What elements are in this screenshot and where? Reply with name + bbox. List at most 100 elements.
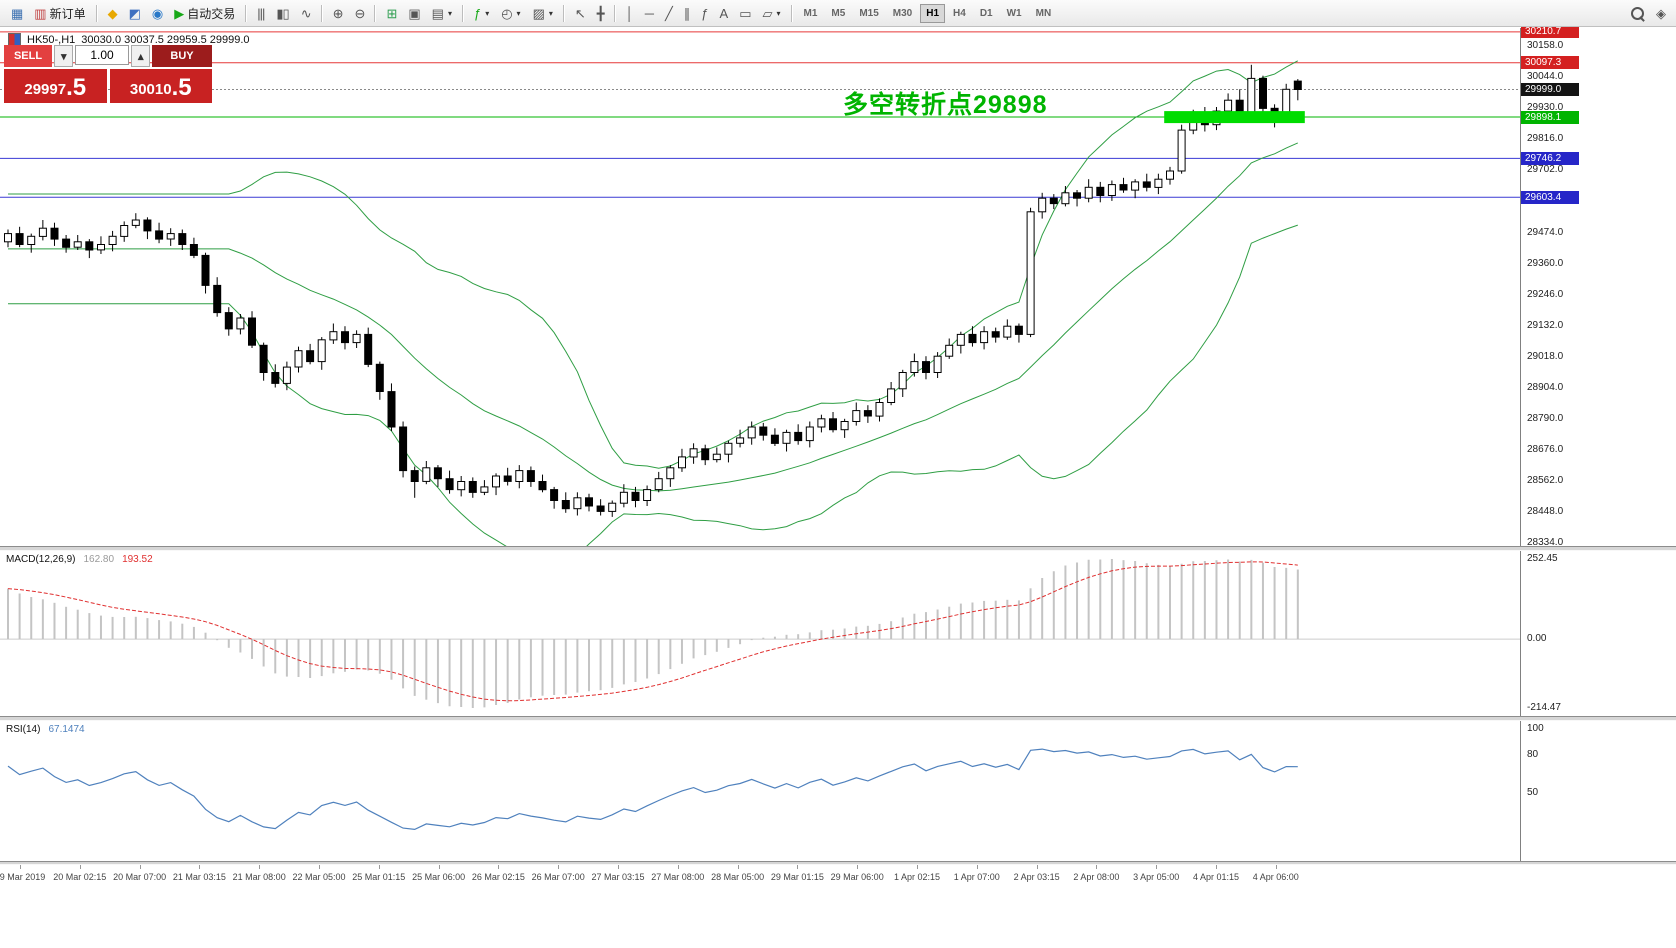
one-click-trading-panel: SELL ▾ ▴ BUY 29997.5 30010.5 [4,45,212,103]
price-scale[interactable]: 28334.0 28448.0 28562.0 28676.0 28790.0 28904… [1520,25,1676,865]
community-button[interactable]: ◉ [147,3,167,24]
resistance-line-30210-badge: 30210.7 [1521,25,1579,39]
data-window-button[interactable]: ◈ [1651,3,1670,24]
rsi-scale-label: 80 [1527,748,1539,760]
new-order-button[interactable]: ▥ 新订单 [29,3,90,24]
buy-button[interactable]: BUY [152,45,212,67]
vertical-line-button[interactable]: │ [621,3,638,24]
auto-trading-button[interactable]: ▶ 自动交易 [169,3,240,24]
terminal-icon: ▦ [11,5,23,21]
vertical-line-icon: │ [625,5,634,21]
sell-button[interactable]: SELL [4,45,52,67]
volume-stepper-up[interactable]: ▴ [131,45,150,67]
metaeditor-button[interactable]: ◆ [103,3,122,24]
buy-price-display[interactable]: 30010.5 [109,69,212,103]
support-zone-rect[interactable] [1164,111,1305,124]
zoom-out-button[interactable]: ⊖ [350,3,370,24]
timeframe-m30-button[interactable]: M30 [887,4,918,23]
text-button[interactable]: A [715,3,733,24]
auto-trading-label: 自动交易 [187,6,236,21]
price-scale-label: 29246.0 [1527,288,1564,300]
equidistant-channel-button[interactable]: ∥ [679,3,695,24]
price-scale-label: 28790.0 [1527,412,1564,424]
time-axis-tick [1096,865,1098,869]
search-button[interactable] [1626,3,1649,24]
timeframe-w1-button[interactable]: W1 [1001,4,1028,23]
text-icon: A [719,5,729,21]
new-order-icon: ▥ [34,5,46,21]
horizontal-line-button[interactable]: ─ [640,3,658,24]
auto-trading-icon: ▶ [174,5,184,21]
line-chart-button[interactable]: ∿ [296,3,316,24]
timeframe-mn-button[interactable]: MN [1030,4,1058,23]
price-scale-label: 29018.0 [1527,350,1564,362]
toolbar-separator [374,4,377,22]
crosshair-button[interactable]: ╋ [592,3,609,24]
cascade-windows-icon: ▣ [408,5,420,21]
indicators-icon: ƒ [473,5,481,21]
tile-windows-button[interactable]: ⊞ [381,3,401,24]
chart-ohlc-values: 30030.0 30037.5 29959.5 29999.0 [81,33,250,46]
macd-histogram [7,559,1299,708]
chart-area: HK50-,H1 30030.0 30037.5 29959.5 29999.0… [0,28,1520,546]
cursor-button[interactable]: ↖ [570,3,590,24]
templates-button[interactable]: ▨ ▾ [528,3,558,24]
annotation-text[interactable]: 多空转折点29898 [843,91,1048,119]
indicators-button[interactable]: ƒ ▾ [469,3,494,24]
panel-splitter[interactable] [0,546,1676,551]
label-button[interactable]: ▭ [734,3,755,24]
chevron-down-icon: ▾ [516,8,521,18]
sell-price-display[interactable]: 29997.5 [4,69,107,103]
bar-chart-button[interactable]: ||| [252,3,269,24]
order-options-dropdown[interactable]: ▾ [54,45,73,67]
time-axis-label: 25 Mar 01:15 [352,872,406,882]
zoom-in-button[interactable]: ⊕ [328,3,348,24]
timeframe-m15-button[interactable]: M15 [853,4,884,23]
tile-windows-icon: ⊞ [386,5,397,21]
timeframe-m5-button[interactable]: M5 [825,4,851,23]
price-scale-label: 29702.0 [1527,164,1564,176]
data-window-icon: ◈ [1656,5,1666,21]
main-toolbar: ▦ ▥ 新订单 ◆ ◩ ◉ ▶ 自动交易 ||| ▮▯ ∿ ⊕ ⊖ ⊞ ▣ ▤ ▾ ƒ ▾ ◴ ▾ ▨ ▾ ↖ ╋ │ ─ ╱ ∥ ƒ A ▭… [0,0,1676,27]
line-chart-icon: ∿ [300,5,312,21]
time-axis-tick [677,865,679,869]
bollinger-bands [8,60,1299,546]
main-chart-canvas[interactable] [0,28,1520,546]
periods-icon: ◴ [501,5,512,21]
rsi-line [7,748,1298,831]
support-line-29603-badge: 29603.4 [1521,190,1579,204]
toolbar-separator [562,4,565,22]
rsi-canvas[interactable] [0,721,1520,861]
timeframe-m1-button[interactable]: M1 [798,4,824,23]
volume-input[interactable] [75,45,129,65]
support-line-29898-badge: 29898.1 [1521,110,1579,124]
timeframe-h1-button[interactable]: H1 [920,3,946,23]
shapes-icon: ▱ [762,5,772,21]
algo-trading-button[interactable]: ◩ [124,3,145,24]
timeframe-h4-button[interactable]: H4 [947,4,972,23]
time-axis-tick [139,865,141,869]
shapes-button[interactable]: ▱ ▾ [757,3,785,24]
price-scale-label: 29360.0 [1527,257,1564,269]
panel-splitter[interactable] [0,716,1676,721]
horizontal-line-icon: ─ [644,5,654,21]
chevron-down-icon: ▾ [776,8,781,18]
panel-splitter[interactable] [0,861,1676,865]
cascade-windows-button[interactable]: ▣ [403,3,424,24]
price-scale-label: 29930.0 [1527,102,1564,114]
periods-button[interactable]: ◴ ▾ [496,3,525,24]
price-scale-label: 29474.0 [1527,226,1564,238]
trendline-button[interactable]: ╱ [660,3,677,24]
time-axis-label: 29 Mar 01:15 [770,872,824,882]
time-axis-tick [737,865,739,869]
metaeditor-icon: ◆ [107,5,118,21]
candles [4,64,1302,517]
price-scale-label: 29816.0 [1527,133,1564,145]
fibonacci-button[interactable]: ƒ [696,3,712,24]
arrange-windows-button[interactable]: ▤ ▾ [427,3,457,24]
candlestick-chart-button[interactable]: ▮▯ [271,3,293,24]
timeframe-d1-button[interactable]: D1 [974,4,999,23]
time-axis-tick [857,865,859,869]
terminal-button[interactable]: ▦ [6,3,27,24]
macd-canvas[interactable] [0,551,1520,716]
